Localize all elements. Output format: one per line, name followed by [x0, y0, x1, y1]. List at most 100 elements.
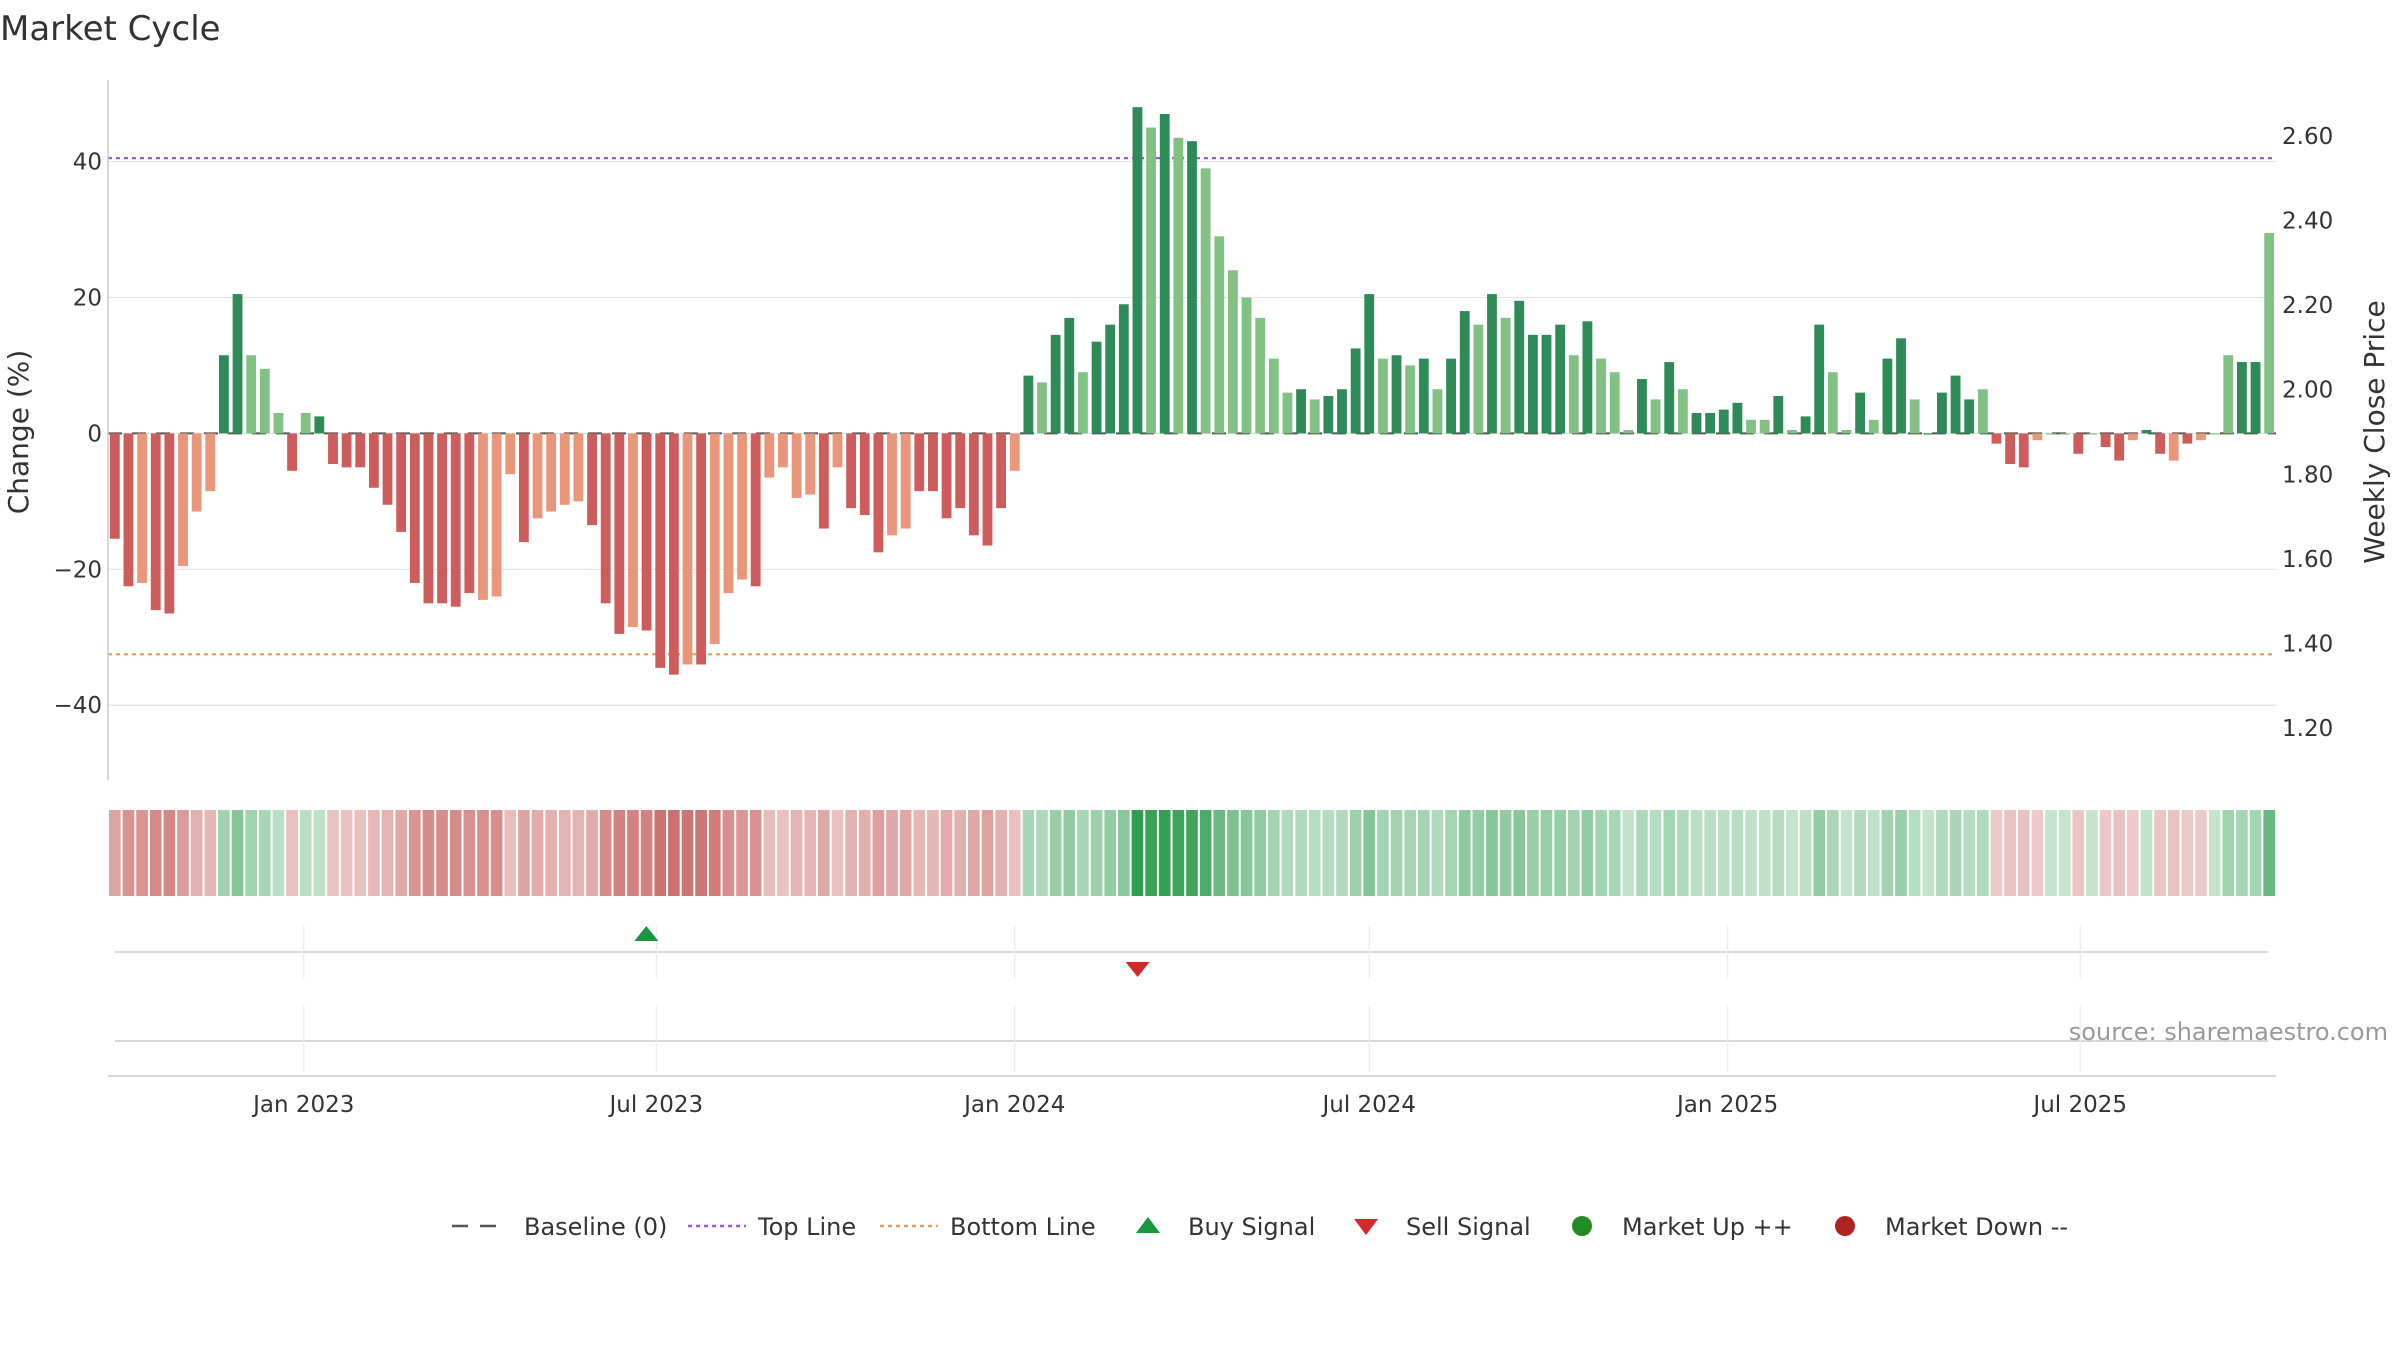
- heat-strip: [109, 810, 2275, 896]
- heat-cell: [1172, 810, 1185, 896]
- bar: [1568, 355, 1579, 434]
- heat-cell: [2072, 810, 2085, 896]
- axes: 40 20 0 −20 −40 2.60 2.40 2.20 2.00 1.80 1.60 1.40 1…: [53, 80, 2333, 780]
- bar: [109, 433, 120, 539]
- bar: [955, 433, 966, 509]
- heat-cell: [2154, 810, 2166, 896]
- heat-cell: [422, 810, 435, 896]
- heat-cell: [1895, 810, 1907, 896]
- bar: [2209, 433, 2220, 435]
- heat-cell: [1745, 810, 1757, 896]
- bar: [914, 433, 925, 492]
- bar: [1732, 402, 1743, 434]
- bar: [682, 433, 693, 665]
- heat-cell: [1908, 810, 1921, 896]
- heat-cell: [1758, 810, 1771, 896]
- bar: [1364, 294, 1375, 434]
- legend-label: Market Up ++: [1622, 1213, 1793, 1241]
- heat-cell: [1213, 810, 1226, 896]
- heat-cell: [1949, 810, 1962, 896]
- bar: [1977, 389, 1988, 434]
- bar: [1664, 362, 1675, 434]
- heat-cell: [1077, 810, 1089, 896]
- heat-cell: [1936, 810, 1948, 896]
- heat-cell: [1799, 810, 1812, 896]
- bar: [328, 433, 338, 464]
- heat-cell: [572, 810, 585, 896]
- bar: [587, 433, 597, 526]
- bar: [2046, 433, 2056, 435]
- bar: [887, 433, 897, 536]
- bar: [982, 433, 993, 546]
- bar: [450, 433, 461, 607]
- bar: [1078, 372, 1088, 434]
- bar: [1650, 399, 1661, 434]
- bar: [1814, 324, 1825, 434]
- heat-cell: [899, 810, 912, 896]
- bar: [1187, 141, 1197, 434]
- heat-cell: [1717, 810, 1730, 896]
- bar: [1691, 413, 1702, 434]
- bar: [505, 433, 516, 475]
- heat-cell: [163, 810, 176, 896]
- heat-cell: [354, 810, 367, 896]
- heat-cell: [1677, 810, 1689, 896]
- heat-cell: [1445, 810, 1457, 896]
- heat-cell: [1881, 810, 1894, 896]
- heat-cell: [708, 810, 721, 896]
- heat-cell: [2249, 810, 2262, 896]
- legend-market-up-icon: [1572, 1216, 1592, 1236]
- heat-cell: [149, 810, 162, 896]
- y-tick-label: −20: [53, 557, 102, 583]
- y2-tick-label: 1.20: [2282, 716, 2333, 742]
- heat-cell: [1513, 810, 1526, 896]
- bar: [1418, 358, 1429, 434]
- bar: [259, 368, 270, 434]
- heat-cell: [1922, 810, 1935, 896]
- heat-cell: [1458, 810, 1471, 896]
- bar: [1337, 389, 1347, 434]
- bar: [696, 433, 707, 665]
- heat-cell: [1308, 810, 1321, 896]
- y2-tick-label: 1.80: [2282, 462, 2333, 488]
- heat-cell: [449, 810, 462, 896]
- legend-label: Market Down --: [1885, 1213, 2068, 1241]
- bar: [2127, 433, 2138, 441]
- bar: [1064, 317, 1075, 434]
- bar: [1037, 382, 1047, 434]
- bar: [2018, 433, 2029, 468]
- bar: [1146, 127, 1157, 434]
- bar: [573, 433, 584, 502]
- heat-cell: [136, 810, 148, 896]
- bar: [2114, 433, 2125, 461]
- bar: [1173, 137, 1184, 434]
- bar: [1132, 107, 1143, 434]
- heat-cell: [1649, 810, 1662, 896]
- heat-cell: [1281, 810, 1294, 896]
- heat-cell: [1472, 810, 1485, 896]
- bar: [1937, 392, 1947, 434]
- heat-cell: [2045, 810, 2057, 896]
- heat-cell: [545, 810, 557, 896]
- heat-cell: [627, 810, 639, 896]
- bar: [137, 433, 147, 583]
- heat-cell: [736, 810, 748, 896]
- heat-cell: [1186, 810, 1198, 896]
- legend-label: Sell Signal: [1406, 1213, 1531, 1241]
- heat-cell: [1867, 810, 1880, 896]
- heat-cell: [1322, 810, 1335, 896]
- bar: [2237, 362, 2247, 434]
- heat-cell: [954, 810, 967, 896]
- signal-panel: [108, 926, 2276, 1077]
- bar: [996, 433, 1007, 509]
- heat-cell: [1554, 810, 1566, 896]
- heat-cell: [2004, 810, 2016, 896]
- bar: [2250, 362, 2261, 434]
- bar: [818, 433, 829, 529]
- bar: [1405, 365, 1416, 434]
- heat-cell: [1090, 810, 1103, 896]
- heat-cell: [2058, 810, 2071, 896]
- bar: [1500, 317, 1511, 434]
- heat-cell: [204, 810, 217, 896]
- bar: [723, 433, 734, 594]
